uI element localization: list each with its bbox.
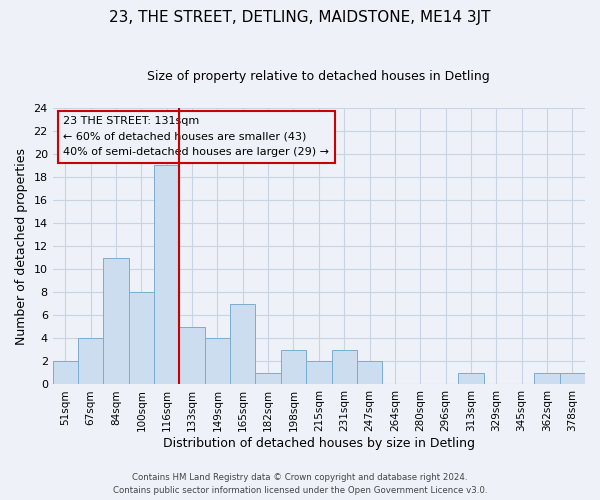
Text: Contains HM Land Registry data © Crown copyright and database right 2024.
Contai: Contains HM Land Registry data © Crown c… — [113, 473, 487, 495]
Bar — [281, 350, 306, 384]
Bar — [256, 373, 281, 384]
Bar — [332, 350, 357, 384]
Bar — [535, 373, 560, 384]
Bar — [458, 373, 484, 384]
Text: 23 THE STREET: 131sqm
← 60% of detached houses are smaller (43)
40% of semi-deta: 23 THE STREET: 131sqm ← 60% of detached … — [64, 116, 329, 158]
Y-axis label: Number of detached properties: Number of detached properties — [15, 148, 28, 344]
Title: Size of property relative to detached houses in Detling: Size of property relative to detached ho… — [148, 70, 490, 83]
X-axis label: Distribution of detached houses by size in Detling: Distribution of detached houses by size … — [163, 437, 475, 450]
Bar — [230, 304, 256, 384]
Bar — [78, 338, 103, 384]
Bar — [179, 327, 205, 384]
Bar — [129, 292, 154, 384]
Bar — [154, 166, 179, 384]
Bar — [306, 362, 332, 384]
Bar — [53, 362, 78, 384]
Bar — [205, 338, 230, 384]
Text: 23, THE STREET, DETLING, MAIDSTONE, ME14 3JT: 23, THE STREET, DETLING, MAIDSTONE, ME14… — [109, 10, 491, 25]
Bar — [357, 362, 382, 384]
Bar — [103, 258, 129, 384]
Bar — [560, 373, 585, 384]
